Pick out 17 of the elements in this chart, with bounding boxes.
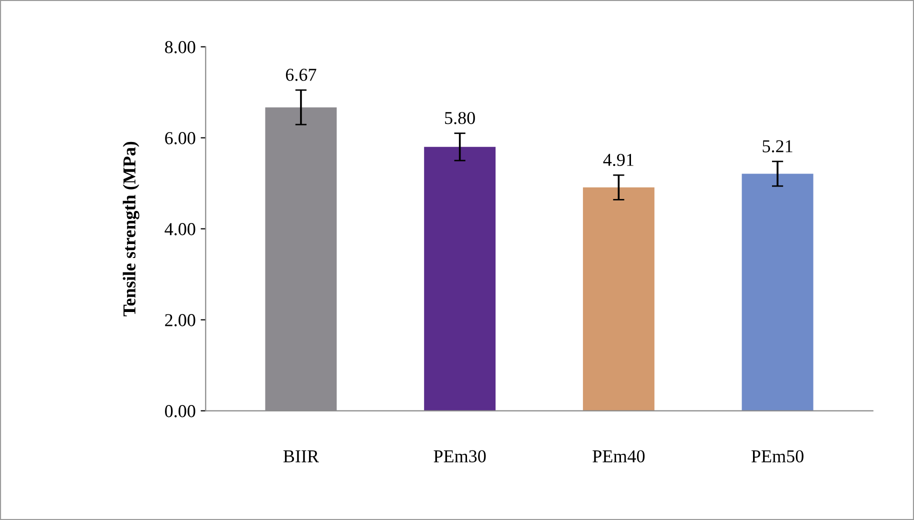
y-tick-label: 8.00 [165,41,196,54]
x-tick-label: PEm50 [751,450,804,462]
bar [582,187,654,411]
bar [424,146,496,411]
y-tick-label: 0.00 [165,405,196,418]
y-tick-label: 4.00 [164,223,196,236]
data-label: 6.67 [286,68,316,81]
x-tick-label: PEm30 [434,450,486,462]
data-label: 5.80 [445,112,475,124]
y-axis-title: Tensile strength (MPa) [122,142,140,316]
bar [742,174,814,411]
x-tick-label: PEm40 [592,450,645,462]
data-label: 4.91 [603,154,634,166]
y-tick-label: 2.00 [165,314,196,326]
y-tick-label: 6.00 [165,132,196,144]
x-tick-label: BIIR [283,450,319,462]
data-label: 5.21 [762,140,792,152]
